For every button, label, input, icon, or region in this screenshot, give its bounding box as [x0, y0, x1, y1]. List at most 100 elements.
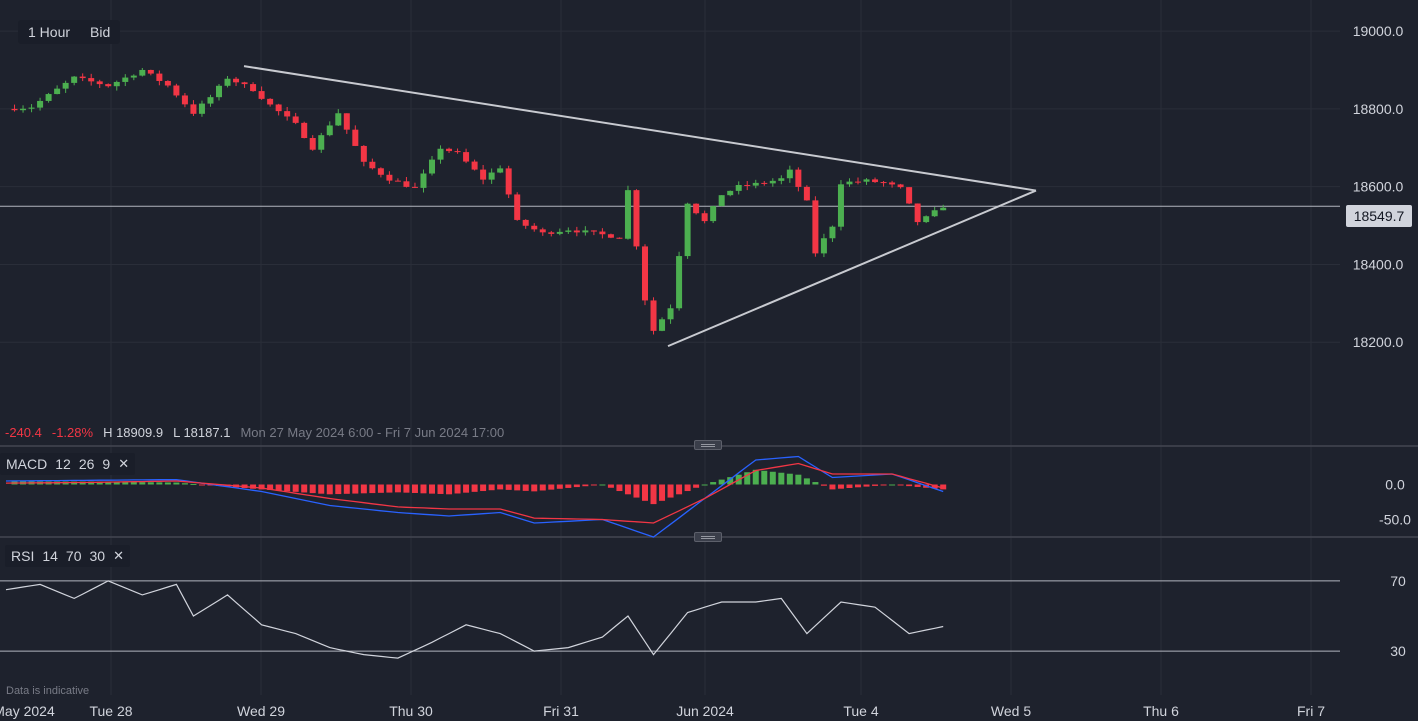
macd-histogram-bar [147, 482, 154, 485]
trendline [667, 189, 1037, 348]
rsi-legend[interactable]: RSI 14 70 30 ✕ [5, 545, 130, 567]
candle-down [795, 167, 802, 192]
pane-separators [0, 445, 1418, 538]
candle-up [130, 74, 137, 81]
pane-resize-handle-rsi[interactable] [694, 532, 722, 542]
candle-body [531, 225, 538, 230]
macd-histogram-bar [872, 484, 879, 486]
chart-toolbar: 1 Hour Bid [18, 20, 121, 44]
macd-histogram-bar [480, 484, 487, 492]
macd-label: MACD [6, 456, 48, 472]
candle-down [105, 83, 112, 88]
candle-body [403, 181, 410, 187]
candle-down [607, 233, 614, 239]
candle-down [258, 86, 265, 100]
candle-up [940, 204, 947, 211]
candle-body [45, 94, 52, 101]
candle-down [616, 237, 623, 239]
timeframe-button[interactable]: 1 Hour [28, 24, 71, 40]
macd-histogram-bar [590, 484, 597, 486]
candle-body [812, 200, 819, 254]
candle-body [684, 203, 691, 257]
macd-histogram-bar [718, 479, 725, 485]
time-tick-label: Thu 6 [1143, 703, 1179, 719]
candle-body [624, 190, 631, 239]
candle-up [335, 109, 342, 127]
candle-up [62, 80, 69, 93]
candle-down [463, 148, 470, 164]
candle-body [752, 182, 759, 186]
candle-up [437, 145, 444, 164]
candle-body [931, 210, 938, 217]
candle-down [394, 178, 401, 182]
close-icon[interactable]: ✕ [113, 548, 124, 563]
candle-down [693, 203, 700, 215]
candle-down [633, 189, 640, 250]
candle-up [624, 185, 631, 240]
candle-body [914, 203, 921, 223]
candle-body [659, 319, 666, 331]
current-price-badge: 18549.7 [1346, 205, 1412, 227]
time-tick-label: May 2024 [0, 703, 55, 719]
price-type-button[interactable]: Bid [90, 24, 111, 40]
candle-up [923, 215, 930, 224]
candle-body [642, 246, 648, 301]
candle-body [514, 194, 521, 220]
macd-histogram-bar [488, 484, 495, 491]
macd-histogram-bar [889, 484, 896, 486]
macd-histogram-bar [403, 484, 410, 493]
candle-up [786, 165, 793, 183]
candle-body [343, 113, 350, 130]
candle-down [812, 196, 819, 257]
candlestick-series [11, 67, 947, 335]
candle-body [28, 107, 35, 109]
candle-up [778, 175, 785, 185]
price-axis: 19000.0 18800.0 18600.0 18400.0 18200.0 0.0 -5… [1353, 23, 1411, 659]
macd-histogram-bar [130, 482, 137, 485]
triangle-trendlines [243, 65, 1037, 348]
candle-body [872, 179, 879, 183]
candle-down [642, 244, 648, 306]
macd-histogram-bar [420, 484, 427, 494]
macd-histogram-bar [650, 484, 657, 505]
candle-body [837, 184, 844, 227]
candle-body [190, 104, 197, 114]
price-tick-label: 18200.0 [1353, 334, 1404, 350]
candle-down [872, 177, 879, 183]
candle-body [122, 77, 129, 82]
candle-down [480, 164, 487, 185]
pane-resize-handle-macd[interactable] [694, 440, 722, 450]
candle-down [11, 104, 18, 112]
candle-down [573, 226, 580, 237]
macd-legend[interactable]: MACD 12 26 9 ✕ [0, 453, 136, 475]
candle-body [693, 203, 700, 214]
candle-body [164, 80, 171, 86]
candle-body [216, 85, 222, 98]
macd-histogram-bar [752, 469, 759, 485]
rsi-label: RSI [11, 548, 35, 564]
candle-body [446, 148, 453, 152]
macd-histogram-bar [105, 481, 112, 485]
macd-histogram-bar [820, 484, 827, 486]
candle-body [548, 232, 555, 234]
candle-body [471, 161, 478, 170]
candle-body [497, 168, 504, 173]
macd-histogram-bar [369, 484, 376, 494]
candle-down [403, 177, 410, 188]
candle-down [377, 167, 384, 178]
macd-histogram-bar [377, 484, 384, 493]
candle-down [522, 219, 529, 229]
candle-body [88, 78, 95, 82]
time-tick-label: Tue 4 [843, 703, 878, 719]
candle-down [701, 210, 708, 224]
candle-body [710, 206, 717, 222]
candle-down [369, 158, 376, 170]
candle-body [880, 182, 887, 184]
candle-body [573, 230, 580, 233]
close-icon[interactable]: ✕ [118, 456, 130, 471]
candle-down [250, 82, 257, 92]
macd-histogram-bar [198, 484, 205, 486]
macd-histogram-bar [659, 484, 666, 501]
candle-body [369, 161, 376, 169]
